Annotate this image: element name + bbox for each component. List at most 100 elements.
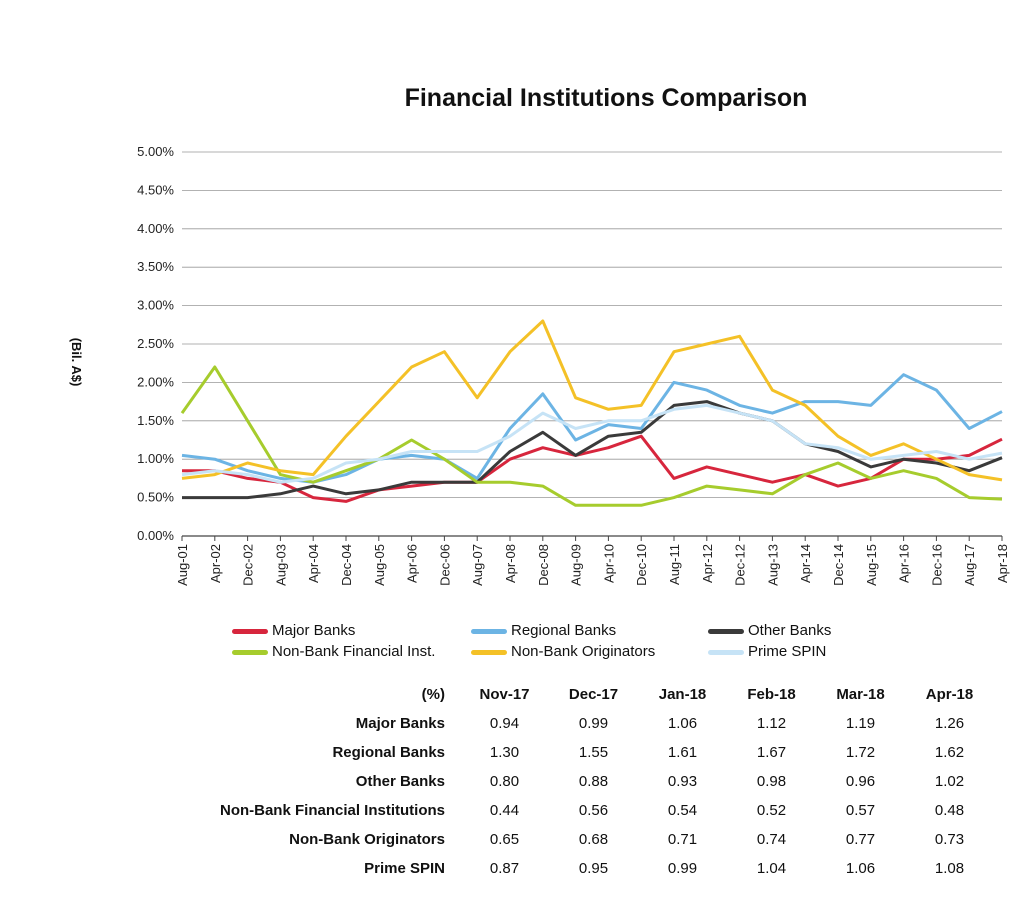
legend-item: Other Banks	[708, 621, 831, 641]
legend-label: Prime SPIN	[748, 643, 827, 660]
x-tick-label: Aug-01	[175, 544, 190, 586]
x-tick-label: Apr-04	[306, 544, 321, 583]
table-column-header: Apr-18	[925, 686, 974, 703]
x-tick-label: Dec-08	[536, 544, 551, 586]
table-row-label: Major Banks	[355, 715, 445, 732]
table-cell: 1.30	[489, 744, 520, 761]
y-tick-label: 4.50%	[137, 182, 174, 197]
x-tick-label: Apr-18	[995, 544, 1010, 583]
y-axis-ticks: 0.00% 0.50% 1.00% 1.50% 2.00% 2.50% 3.00% 3.50%…	[137, 144, 174, 543]
series-line-prime-spin	[181, 403, 1003, 484]
x-tick-label: Apr-14	[798, 544, 813, 583]
table-cell: 1.55	[578, 744, 609, 761]
x-tick-label: Apr-16	[897, 544, 912, 583]
x-tick-label: Dec-10	[634, 544, 649, 586]
x-tick-label: Aug-03	[273, 544, 288, 586]
y-tick-label: 5.00%	[137, 144, 174, 159]
x-tick-label: Dec-16	[929, 544, 944, 586]
table-cell: 0.98	[756, 773, 787, 790]
table-column-header: Dec-17	[568, 686, 619, 703]
legend-item: Non-Bank Originators	[471, 642, 655, 662]
table-column-header: Jan-18	[658, 686, 707, 703]
legend-item: Prime SPIN	[708, 642, 826, 662]
table-cell: 1.62	[934, 744, 965, 761]
legend-label: Non-Bank Originators	[511, 643, 656, 660]
table-cell: 1.06	[845, 860, 876, 877]
x-tick-label: Aug-13	[765, 544, 780, 586]
table-header-row: (%) Nov-17 Dec-17 Jan-18 Feb-18 Mar-18 Apr-18	[180, 680, 994, 709]
x-tick-label: Apr-06	[405, 544, 420, 583]
x-tick-label: Dec-06	[437, 544, 452, 586]
legend-swatch	[232, 628, 268, 634]
y-tick-label: 0.00%	[137, 528, 174, 543]
data-table: (%) Nov-17 Dec-17 Jan-18 Feb-18 Mar-18 Apr-18…	[180, 680, 994, 883]
table-cell: 0.73	[934, 831, 965, 848]
table-cell: 0.93	[667, 773, 698, 790]
table-row-label: Regional Banks	[332, 744, 445, 761]
table-cell: 1.02	[934, 773, 965, 790]
x-tick-label: Apr-08	[503, 544, 518, 583]
x-tick-label: Aug-15	[864, 544, 879, 586]
table-column-header: Feb-18	[747, 686, 796, 703]
table-cell: 1.12	[756, 715, 787, 732]
table-cell: 1.72	[845, 744, 876, 761]
y-tick-label: 1.50%	[137, 413, 174, 428]
table-cell: 1.04	[756, 860, 787, 877]
table-cell: 0.68	[578, 831, 609, 848]
table-row: Major Banks 0.94 0.99 1.06 1.12 1.19 1.26	[180, 709, 994, 738]
table-row-label: Other Banks	[355, 773, 445, 790]
table-cell: 1.06	[667, 715, 698, 732]
x-tick-label: Aug-09	[569, 544, 584, 586]
x-tick-label: Aug-05	[372, 544, 387, 586]
table-cell: 1.19	[845, 715, 876, 732]
legend-label: Major Banks	[272, 622, 356, 639]
series-lines	[180, 319, 1003, 507]
table-cell: 1.08	[934, 860, 965, 877]
y-tick-label: 4.00%	[137, 221, 174, 236]
x-tick-label: Apr-12	[700, 544, 715, 583]
table-corner: (%)	[421, 686, 445, 703]
table-row: Other Banks 0.80 0.88 0.93 0.98 0.96 1.02	[180, 767, 994, 796]
x-tick-label: Dec-12	[733, 544, 748, 586]
x-axis-ticks: Aug-01 Apr-02 Dec-02 Aug-03 Apr-04 Dec-04 Aug-…	[175, 536, 1010, 586]
table-row-label: Prime SPIN	[364, 860, 445, 877]
legend-label: Non-Bank Financial Inst.	[272, 643, 436, 660]
table-row: Regional Banks 1.30 1.55 1.61 1.67 1.72 1.62	[180, 738, 994, 767]
x-tick-label: Dec-04	[339, 544, 354, 586]
table-cell: 0.87	[489, 860, 520, 877]
chart-title: Financial Institutions Comparison	[404, 84, 808, 112]
legend-item: Regional Banks	[471, 621, 616, 641]
y-axis-label: (Bil. A$)	[69, 338, 84, 387]
gridlines	[182, 151, 1002, 537]
x-tick-label: Aug-11	[667, 544, 682, 585]
table-cell: 0.48	[934, 802, 965, 819]
legend-swatch	[471, 628, 507, 634]
table-cell: 0.99	[578, 715, 609, 732]
x-tick-label: Aug-17	[962, 544, 977, 586]
table-cell: 0.96	[845, 773, 876, 790]
y-tick-label: 1.00%	[137, 451, 174, 466]
legend-swatch	[471, 649, 507, 655]
table-cell: 1.26	[934, 715, 965, 732]
x-tick-label: Dec-14	[831, 544, 846, 586]
table-row: Non-Bank Financial Institutions 0.44 0.56 0…	[180, 796, 994, 825]
table-cell: 1.61	[667, 744, 698, 761]
table-cell: 0.74	[756, 831, 787, 848]
series-line-other-banks	[182, 400, 1003, 500]
y-tick-label: 0.50%	[137, 490, 174, 505]
table-row: Non-Bank Originators 0.65 0.68 0.71 0.74 0.77…	[180, 825, 994, 854]
series-line-non-bank-originators	[181, 319, 1003, 482]
table-body: Major Banks 0.94 0.99 1.06 1.12 1.19 1.26 Regio…	[180, 709, 994, 883]
table-cell: 0.94	[489, 715, 520, 732]
table-cell: 0.88	[578, 773, 609, 790]
table-row-label: Non-Bank Originators	[289, 831, 445, 848]
table-cell: 0.95	[578, 860, 609, 877]
legend-swatch	[708, 628, 744, 634]
table-column-header: Mar-18	[836, 686, 885, 703]
y-tick-label: 2.50%	[137, 336, 174, 351]
table-cell: 0.65	[489, 831, 520, 848]
table-cell: 0.52	[756, 802, 787, 819]
series-line-non-bank-financial-inst-	[180, 365, 1003, 507]
y-tick-label: 3.00%	[137, 298, 174, 313]
y-tick-label: 2.00%	[137, 374, 174, 389]
